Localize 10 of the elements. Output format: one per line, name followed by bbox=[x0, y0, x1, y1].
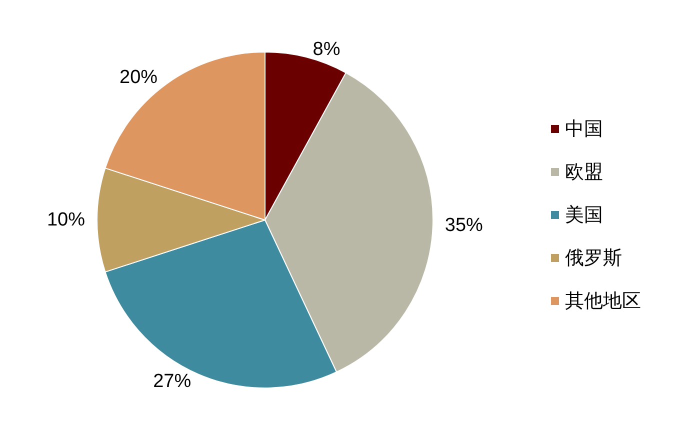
data-label: 10% bbox=[46, 210, 86, 230]
data-label: 35% bbox=[444, 215, 484, 236]
data-label: 20% bbox=[120, 67, 158, 88]
legend-label: 俄罗斯 bbox=[565, 247, 622, 269]
data-label: 8% bbox=[312, 39, 340, 60]
legend-label: 中国 bbox=[565, 118, 603, 140]
legend-label: 其他地区 bbox=[565, 290, 641, 312]
legend-label: 美国 bbox=[565, 204, 603, 226]
data-label: 27% bbox=[153, 371, 192, 392]
legend-label: 欧盟 bbox=[565, 161, 603, 183]
